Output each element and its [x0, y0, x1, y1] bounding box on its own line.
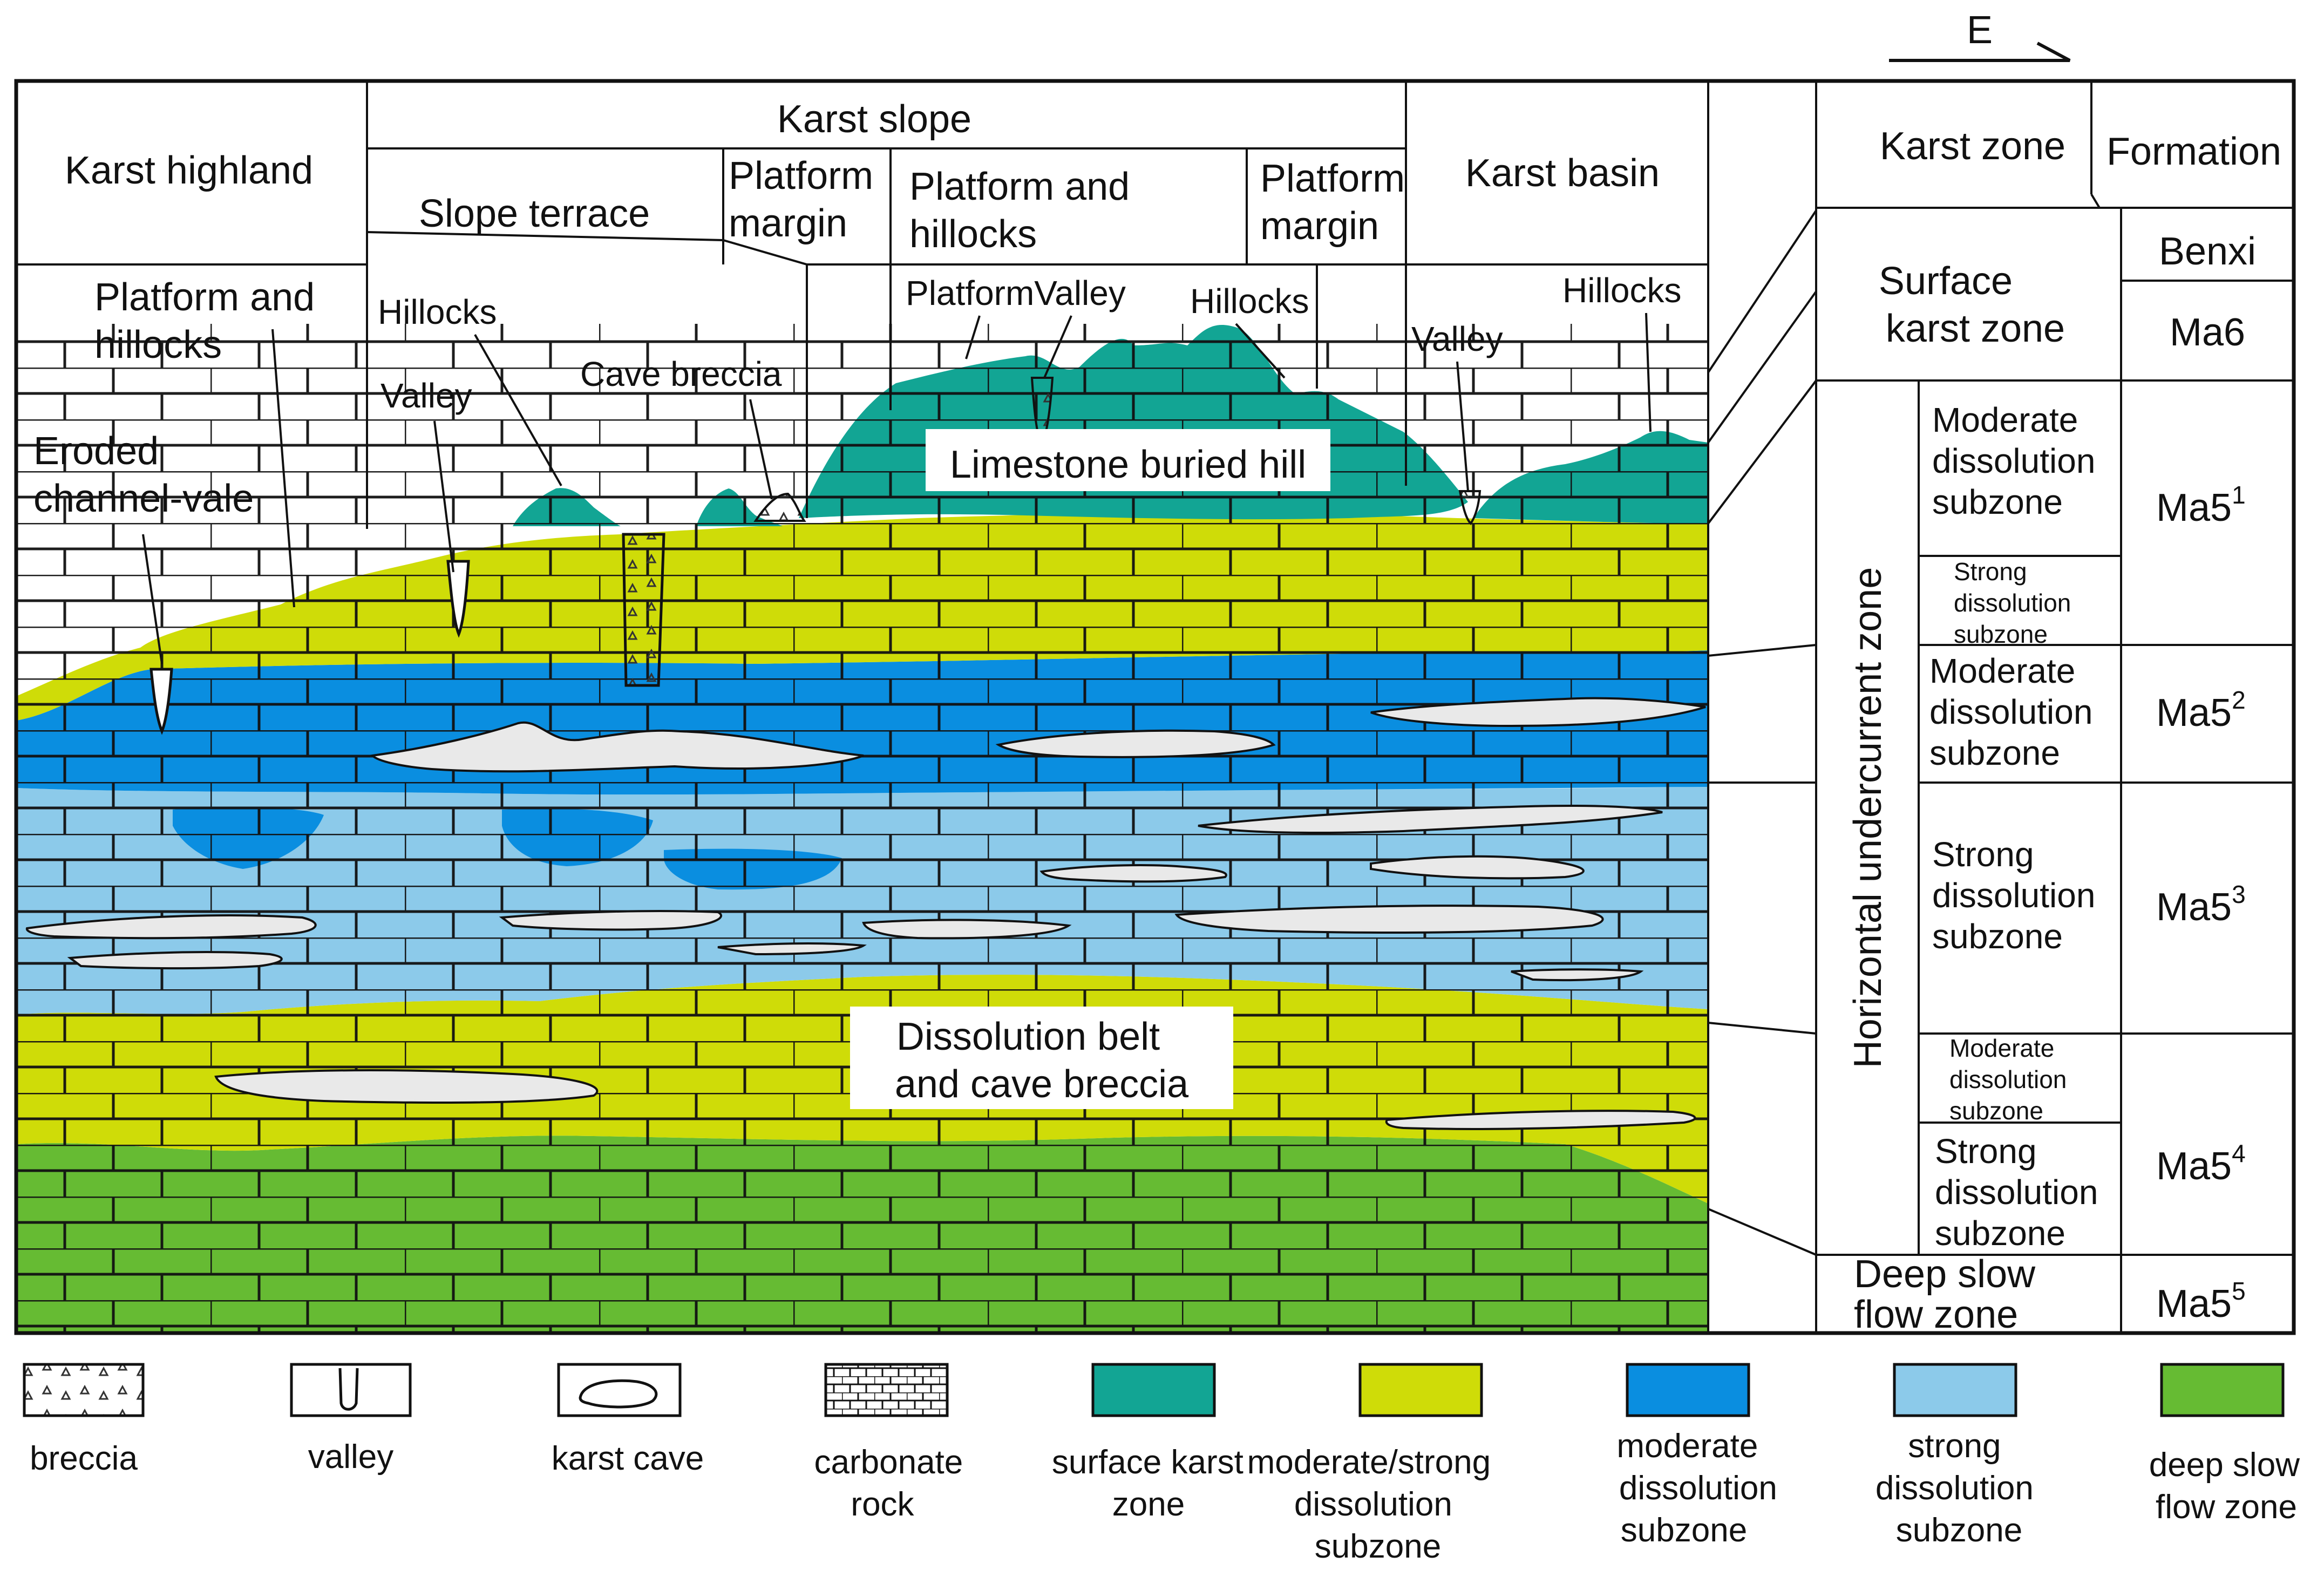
karst-slope-label: Karst slope — [777, 98, 971, 141]
diagram-frame — [14, 79, 2296, 1335]
formation-header: Formation — [2106, 130, 2281, 173]
dissolution-label-box — [850, 1007, 1233, 1109]
formation-ma5-3: Ma53 — [2156, 880, 2246, 929]
legend-carbonate-rock-label: carbonate rock — [814, 1444, 973, 1523]
surface-karst-zone-label: Surface karst zone — [1879, 260, 2065, 350]
annotations: Platform and hillocks Hillocks Valley Ca… — [33, 271, 1681, 1106]
cave-breccia-pile — [753, 492, 806, 522]
legend-valley-label: valley — [308, 1438, 394, 1476]
legend: breccia valley karst cave carbonate rock… — [23, 1363, 2309, 1565]
legend-valley: valley — [290, 1363, 412, 1476]
benxi-label: Benxi — [2159, 230, 2256, 273]
eroded-channel-annotation: Eroded channel-vale — [33, 430, 254, 520]
legend-surface-karst-zone: surface karst zone — [1052, 1363, 1253, 1523]
valley-left-annotation: Valley — [380, 376, 472, 415]
strong-subzone-3: Strong dissolution subzone — [1935, 1132, 2108, 1253]
limestone-label-box — [926, 429, 1330, 491]
moderate-subzone-3: Moderate dissolution subzone — [1949, 1034, 2074, 1125]
valley-cave-breccia — [622, 533, 665, 687]
valley-left — [446, 560, 470, 638]
cross-section — [16, 324, 1708, 1333]
legend-strong-subzone: strong dissolution subzone — [1875, 1363, 2043, 1549]
dissolution-belt-label: Dissolution belt and cave breccia — [895, 1015, 1189, 1106]
legend-breccia: breccia — [23, 1363, 145, 1477]
limestone-buried-hill-label: Limestone buried hill — [950, 443, 1306, 486]
legend-deep-slow: deep slow flow zone — [2149, 1363, 2309, 1526]
cave-breccia-annotation: Cave breccia — [580, 355, 782, 393]
platform-valley-annotation: PlatformValley — [906, 274, 1126, 312]
moderate-subzone-2: Moderate dissolution subzone — [1929, 651, 2102, 772]
section-header: Karst highland Karst slope Slope terrace… — [16, 81, 1709, 1333]
horizontal-zone-label: Horizontal undercurrent zone — [1846, 567, 1890, 1069]
platform-margin-left-label: Platform margin — [729, 154, 884, 245]
platform-margin-right-label: Platform margin — [1260, 157, 1416, 248]
legend-carbonate-rock: carbonate rock — [814, 1363, 973, 1523]
legend-deep-slow-label: deep slow flow zone — [2149, 1446, 2309, 1526]
zone-table: Karst zone Formation Surface karst zone … — [1707, 81, 2294, 1336]
legend-moderate-strong: moderate/strong dissolution subzone — [1247, 1363, 1500, 1565]
karst-zone-header: Karst zone — [1880, 125, 2065, 168]
direction-label: E — [1967, 9, 1993, 52]
slope-terrace-label: Slope terrace — [419, 192, 650, 235]
karst-highland-label: Karst highland — [65, 149, 313, 192]
platform-hillocks-top-label: Platform and hillocks — [909, 165, 1140, 256]
valley-right-annotation: Valley — [1411, 320, 1503, 358]
strong-subzone-2: Strong dissolution subzone — [1932, 835, 2105, 956]
hillocks-left-annotation: Hillocks — [378, 293, 497, 331]
legend-moderate-subzone: moderate dissolution subzone — [1616, 1363, 1786, 1549]
legend-moderate-strong-label: moderate/strong dissolution subzone — [1247, 1444, 1500, 1565]
hillocks-right-annotation: Hillocks — [1562, 271, 1681, 310]
legend-surface-karst-label: surface karst zone — [1052, 1444, 1253, 1523]
formation-ma5-4: Ma54 — [2156, 1139, 2246, 1188]
legend-breccia-label: breccia — [30, 1440, 138, 1477]
formation-ma5-5: Ma55 — [2156, 1277, 2246, 1326]
deep-slow-flow-label: Deep slow flow zone — [1854, 1253, 2046, 1336]
valley-right — [1458, 490, 1482, 526]
formation-ma5-2: Ma52 — [2156, 686, 2246, 735]
ma6-label: Ma6 — [2170, 311, 2245, 354]
direction-arrow: E — [1889, 9, 2071, 62]
legend-karst-cave: karst cave — [552, 1363, 704, 1477]
moderate-subzone-1: Moderate dissolution subzone — [1932, 400, 2105, 521]
platform-hillocks-annotation: Platform and hillocks — [94, 276, 325, 366]
valley-eroded-channel — [150, 668, 173, 735]
karst-caves — [25, 697, 1706, 1130]
strong-subzone-1: Strong dissolution subzone — [1954, 558, 2078, 648]
legend-strong-subzone-label: strong dissolution subzone — [1875, 1428, 2043, 1549]
legend-karst-cave-label: karst cave — [552, 1440, 704, 1477]
legend-moderate-subzone-label: moderate dissolution subzone — [1616, 1428, 1786, 1549]
karst-basin-label: Karst basin — [1465, 152, 1660, 195]
hillocks-mid-annotation: Hillocks — [1190, 282, 1309, 321]
formation-ma5-1: Ma51 — [2156, 481, 2246, 529]
